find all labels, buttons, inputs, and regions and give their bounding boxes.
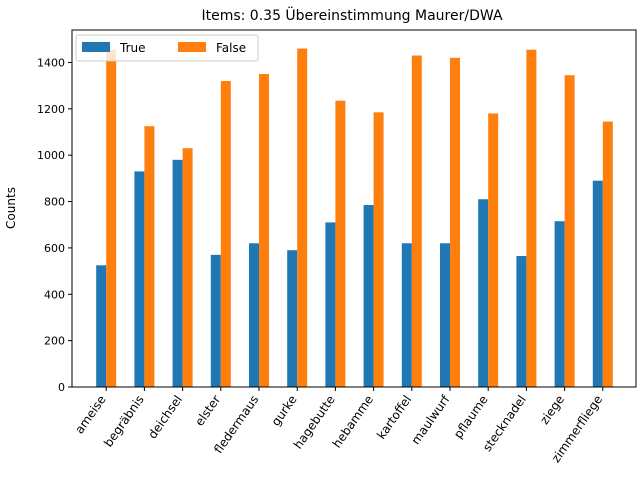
legend-label-false: False bbox=[216, 41, 246, 55]
bar-false-zimmerfliege bbox=[602, 121, 613, 387]
bars-group bbox=[96, 48, 613, 388]
bar-false-ameise bbox=[106, 49, 117, 387]
bar-true-deichsel bbox=[172, 159, 183, 387]
bar-false-ziege bbox=[564, 75, 575, 387]
plot-frame bbox=[71, 29, 637, 388]
bar-false-pflaume bbox=[488, 113, 499, 387]
bar-false-elster bbox=[220, 81, 231, 387]
y-tick-label: 600 bbox=[44, 242, 65, 255]
bar-false-fledermaus bbox=[259, 74, 269, 388]
legend-box bbox=[75, 34, 259, 62]
bar-true-elster bbox=[210, 254, 221, 387]
bar-true-ameise bbox=[96, 265, 107, 387]
bar-true-zimmerfliege bbox=[592, 180, 603, 387]
legend-label-true: True bbox=[119, 41, 146, 55]
bar-true-pflaume bbox=[478, 199, 489, 387]
bar-true-hebamme bbox=[363, 205, 374, 387]
bar-false-kartoffel bbox=[411, 55, 422, 387]
y-axis-label: Counts bbox=[4, 187, 18, 229]
bar-true-hagebutte bbox=[325, 222, 336, 387]
bar-true-begrabnis bbox=[134, 171, 145, 387]
bar-true-ziege bbox=[554, 221, 565, 387]
y-tick-label: 1200 bbox=[37, 103, 65, 116]
chart-title: Items: 0.35 Übereinstimmung Maurer/DWA bbox=[201, 6, 502, 24]
legend-swatch-true bbox=[82, 42, 110, 52]
bar-false-hagebutte bbox=[335, 100, 346, 387]
bar-false-begrabnis bbox=[144, 126, 155, 387]
y-tick-label: 0 bbox=[58, 381, 65, 394]
bar-true-stecknadel bbox=[516, 256, 527, 387]
bar-true-gurke bbox=[287, 250, 298, 387]
y-tick-label: 400 bbox=[44, 288, 65, 301]
y-tick-label: 1400 bbox=[37, 56, 65, 69]
bar-false-deichsel bbox=[182, 148, 193, 387]
bar-false-stecknadel bbox=[526, 49, 537, 387]
y-tick-label: 1000 bbox=[37, 149, 65, 162]
bar-false-maulwurf bbox=[450, 57, 460, 387]
y-axis-ticks: 0 200 400 600 800 1000 1200 1400 bbox=[37, 56, 72, 394]
y-tick-label: 800 bbox=[44, 196, 65, 209]
legend: True False bbox=[75, 34, 259, 62]
bar-false-hebamme bbox=[373, 112, 384, 388]
bar-false-gurke bbox=[297, 48, 308, 388]
bar-true-kartoffel bbox=[401, 243, 412, 387]
legend-swatch-false bbox=[178, 42, 206, 52]
bar-true-fledermaus bbox=[249, 243, 259, 387]
y-tick-label: 200 bbox=[44, 335, 65, 348]
bar-true-maulwurf bbox=[440, 243, 450, 387]
